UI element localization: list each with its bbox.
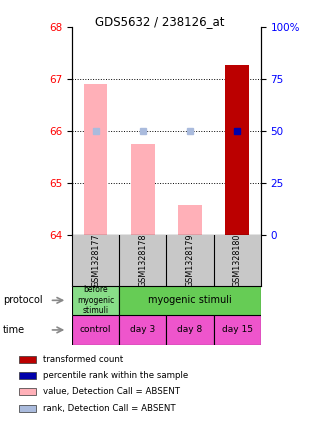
Text: control: control (80, 325, 111, 335)
Text: myogenic stimuli: myogenic stimuli (148, 295, 232, 305)
Text: GSM1328179: GSM1328179 (186, 233, 195, 287)
Text: GSM1328177: GSM1328177 (91, 233, 100, 287)
Bar (214, 315, 261, 345)
Text: GDS5632 / 238126_at: GDS5632 / 238126_at (95, 15, 225, 28)
Text: day 8: day 8 (177, 325, 203, 335)
Text: rank, Detection Call = ABSENT: rank, Detection Call = ABSENT (43, 404, 176, 413)
Text: day 3: day 3 (130, 325, 156, 335)
Text: time: time (3, 325, 25, 335)
Text: value, Detection Call = ABSENT: value, Detection Call = ABSENT (43, 387, 180, 396)
Text: day 15: day 15 (222, 325, 253, 335)
Bar (19, 356, 36, 363)
Bar (119, 286, 261, 315)
Bar (131, 144, 155, 235)
Bar (72, 286, 119, 315)
Bar (19, 388, 36, 395)
Text: GSM1328180: GSM1328180 (233, 233, 242, 287)
Bar (166, 315, 214, 345)
Bar (119, 315, 166, 345)
Bar (178, 205, 202, 235)
Bar (225, 65, 249, 235)
Bar (84, 85, 108, 235)
Text: protocol: protocol (3, 295, 43, 305)
Text: GSM1328178: GSM1328178 (138, 233, 147, 287)
Text: before
myogenic
stimuli: before myogenic stimuli (77, 286, 114, 315)
Bar (19, 405, 36, 412)
Text: percentile rank within the sample: percentile rank within the sample (43, 371, 188, 380)
Bar (19, 372, 36, 379)
Bar (72, 315, 119, 345)
Text: transformed count: transformed count (43, 355, 123, 364)
